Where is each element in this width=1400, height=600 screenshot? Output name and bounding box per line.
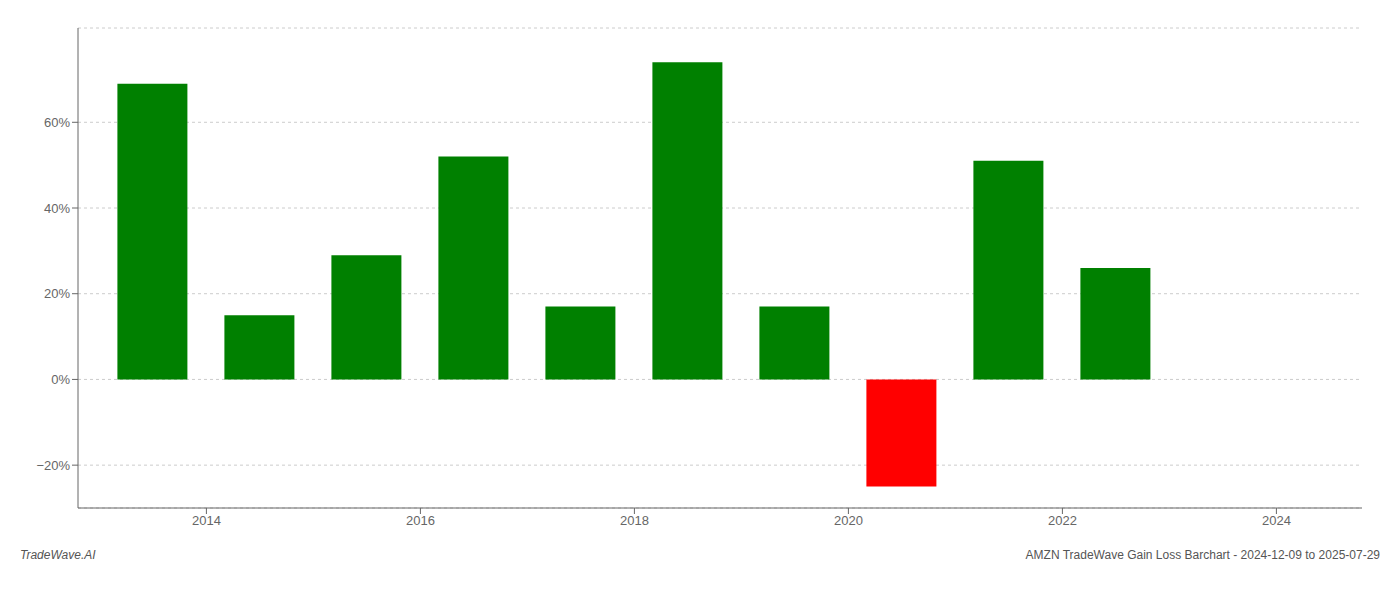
svg-text:2016: 2016 <box>406 513 435 528</box>
svg-text:40%: 40% <box>44 201 70 216</box>
svg-text:2024: 2024 <box>1262 513 1291 528</box>
svg-text:20%: 20% <box>44 286 70 301</box>
svg-text:2014: 2014 <box>192 513 221 528</box>
svg-text:2020: 2020 <box>834 513 863 528</box>
svg-text:0%: 0% <box>51 372 70 387</box>
html-text:TradeWave.AI: TradeWave.AI <box>20 548 96 562</box>
svg-text:60%: 60% <box>44 115 70 130</box>
svg-text:2018: 2018 <box>620 513 649 528</box>
html-text:AMZN TradeWave Gain Loss Barch: AMZN TradeWave Gain Loss Barchart - 2024… <box>1025 548 1380 562</box>
svg-text:−20%: −20% <box>36 458 70 473</box>
svg-text:2022: 2022 <box>1048 513 1077 528</box>
